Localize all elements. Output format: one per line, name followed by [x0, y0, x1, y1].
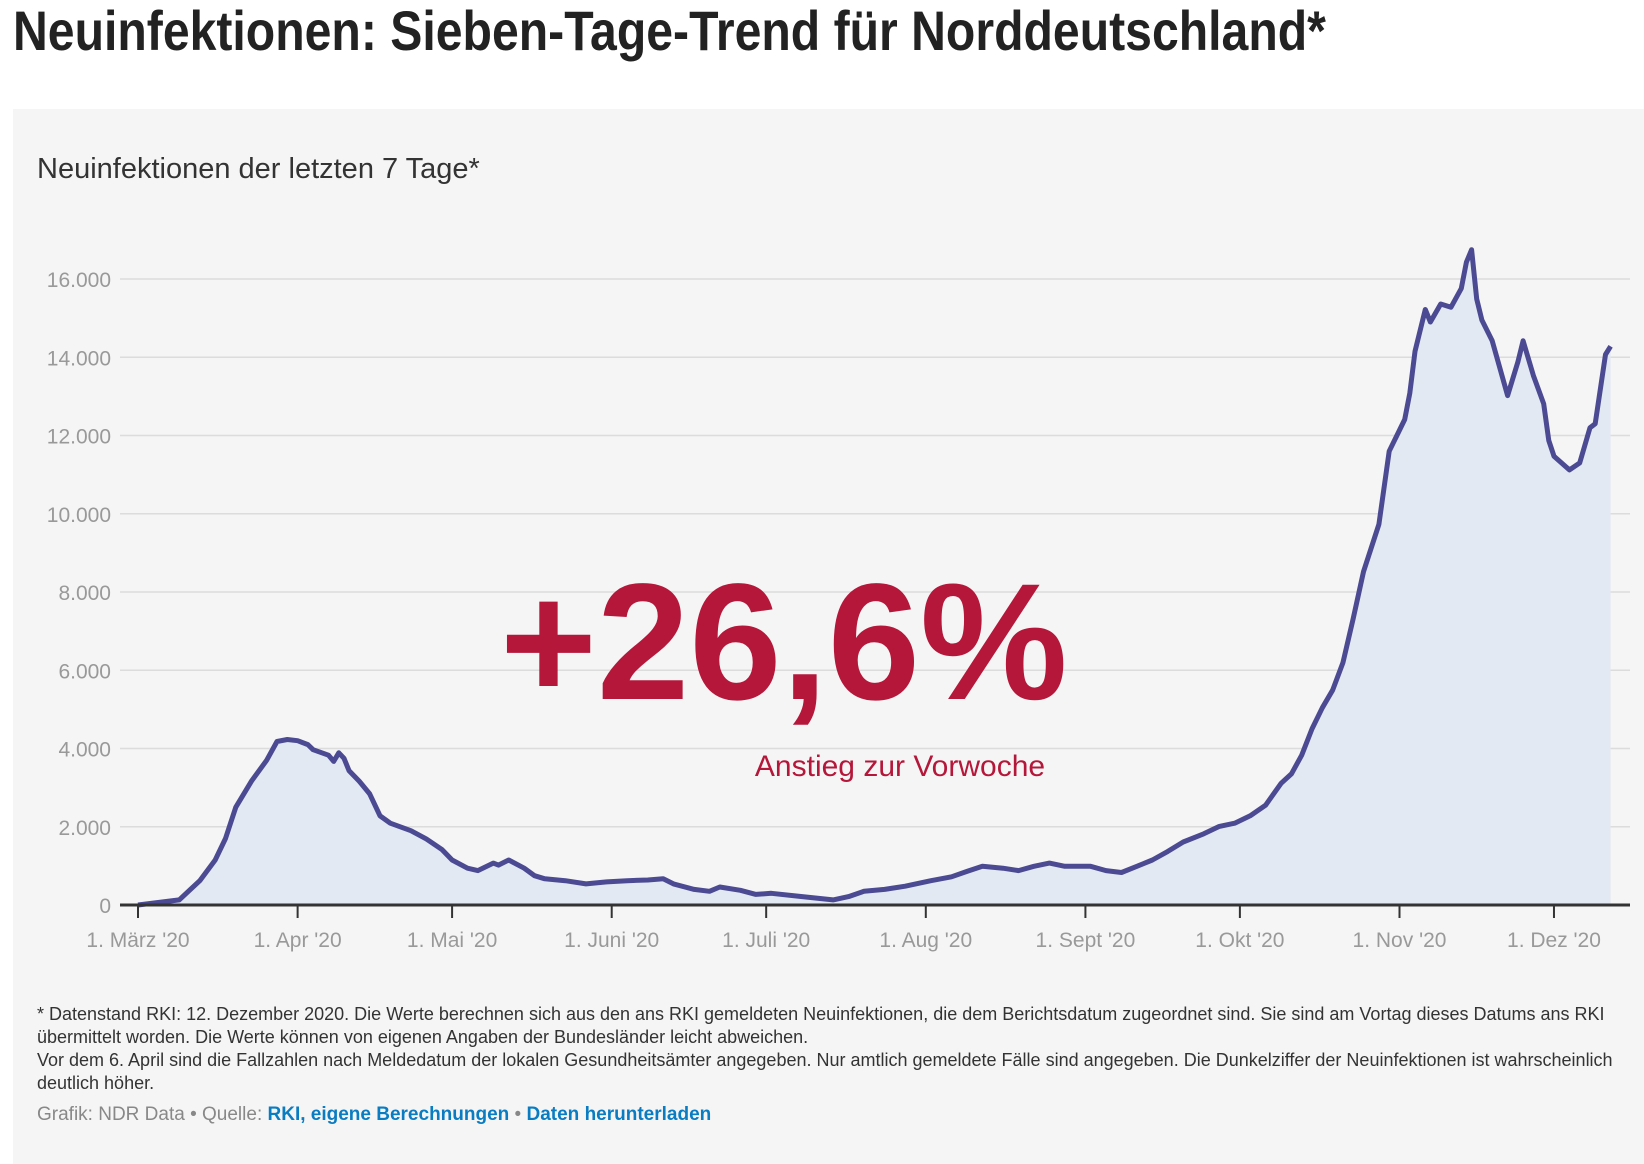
x-tick-label: 1. März '20: [86, 929, 189, 952]
source-line: Grafik: NDR Data • Quelle: RKI, eigene B…: [37, 1104, 711, 1126]
y-tick-label: 6.000: [58, 660, 111, 683]
y-tick-label: 0: [99, 895, 111, 918]
y-tick-label: 14.000: [47, 347, 111, 370]
series-line: [137, 247, 1613, 908]
y-tick-label: 16.000: [47, 269, 111, 292]
x-tick-label: 1. Sept '20: [1036, 929, 1136, 952]
y-tick-label: 12.000: [47, 426, 111, 449]
change-percentage: +26,6%: [500, 550, 1068, 735]
footnote: * Datenstand RKI: 12. Dezember 2020. Die…: [37, 1003, 1637, 1095]
x-tick-label: 1. Juni '20: [564, 929, 659, 952]
y-tick-label: 10.000: [47, 504, 111, 527]
page-title: Neuinfektionen: Sieben-Tage-Trend für No…: [13, 0, 1326, 62]
x-tick-label: 1. Apr '20: [254, 929, 342, 952]
change-label: Anstieg zur Vorwoche: [754, 750, 1046, 783]
y-tick-label: 4.000: [58, 739, 111, 762]
source-link[interactable]: RKI, eigene Berechnungen: [267, 1104, 510, 1125]
separator: •: [509, 1104, 527, 1125]
download-link[interactable]: Daten herunterladen: [526, 1104, 712, 1125]
x-tick-label: 1. Okt '20: [1195, 929, 1284, 952]
x-tick-label: 1. Juli '20: [722, 929, 810, 952]
footnote-line: * Datenstand RKI: 12. Dezember 2020. Die…: [37, 1004, 1605, 1047]
x-tick-label: 1. Dez '20: [1507, 929, 1601, 952]
x-tick-label: 1. Mai '20: [407, 929, 497, 952]
footnote-line: Vor dem 6. April sind die Fallzahlen nac…: [37, 1050, 1613, 1093]
y-tick-label: 8.000: [58, 582, 111, 605]
area-fill: [138, 249, 1611, 905]
x-tick-label: 1. Nov '20: [1353, 929, 1447, 952]
chart-title: Neuinfektionen der letzten 7 Tage*: [37, 153, 480, 185]
x-tick-label: 1. Aug '20: [879, 929, 972, 952]
source-prefix: Grafik: NDR Data • Quelle:: [37, 1104, 268, 1125]
y-tick-label: 2.000: [58, 817, 111, 840]
